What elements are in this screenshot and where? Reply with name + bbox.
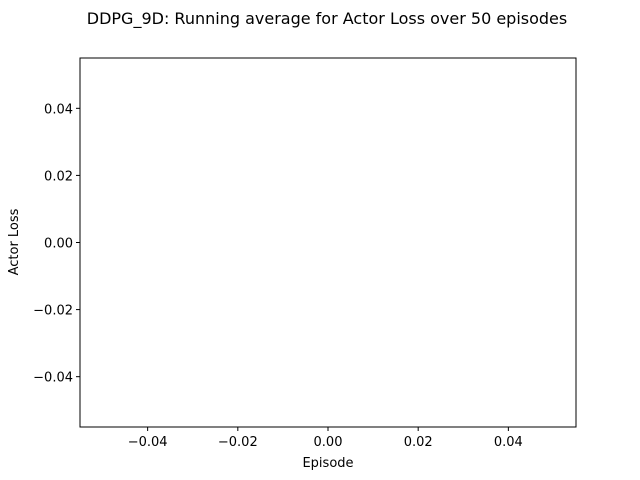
plot-frame [79, 57, 577, 428]
chart-title: DDPG_9D: Running average for Actor Loss … [87, 9, 567, 29]
x-axis-label: Episode [302, 456, 353, 471]
y-axis: −0.04 −0.02 0.00 0.02 0.04 [33, 102, 80, 386]
y-tick-label: 0.04 [44, 102, 73, 117]
x-tick-label: 0.02 [404, 435, 433, 450]
x-tick-label: 0.00 [314, 435, 343, 450]
y-axis-label: Actor Loss [7, 208, 22, 275]
x-tick-label: −0.04 [128, 435, 168, 450]
x-tick-label: −0.02 [218, 435, 258, 450]
x-tick-label: 0.04 [494, 435, 523, 450]
x-axis: −0.04 −0.02 0.00 0.02 0.04 [128, 427, 523, 450]
y-tick-label: 0.02 [44, 169, 73, 184]
y-tick-label: −0.02 [33, 304, 73, 319]
y-tick-label: 0.00 [44, 237, 73, 252]
y-tick-label: −0.04 [33, 371, 73, 386]
